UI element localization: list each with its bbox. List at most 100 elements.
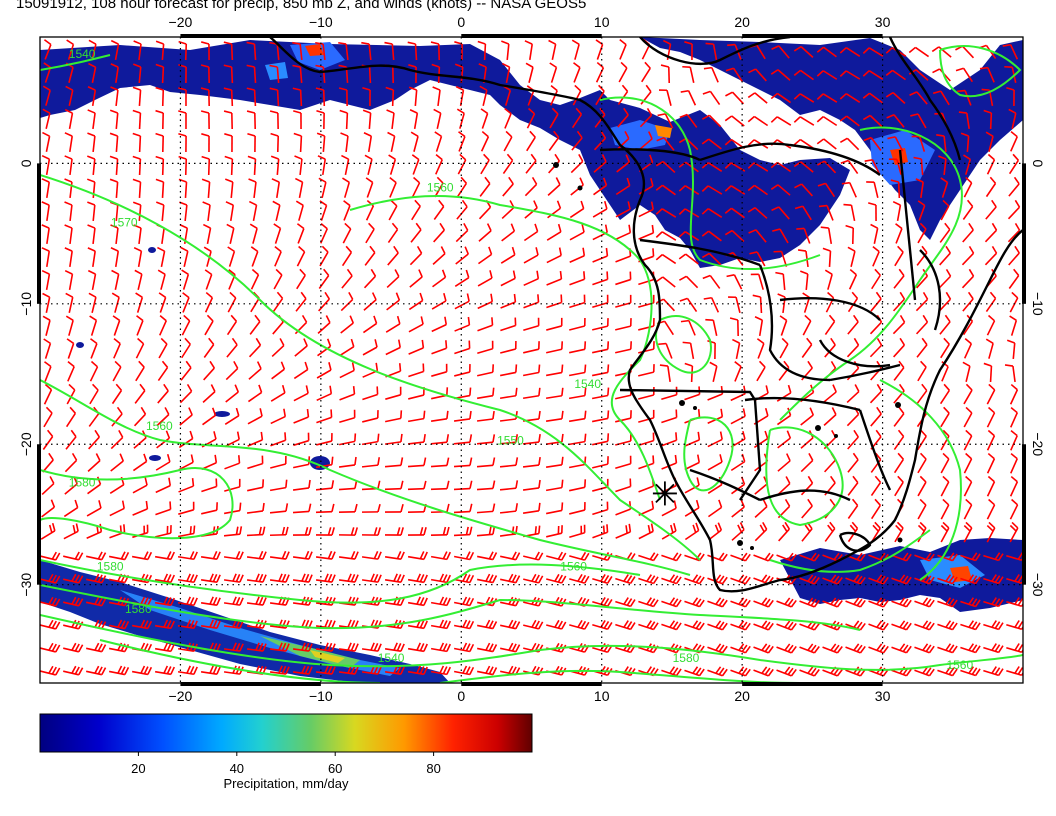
wind-barb bbox=[1007, 199, 1021, 220]
wind-barb bbox=[862, 114, 883, 128]
wind-barb bbox=[592, 524, 609, 539]
wind-barb bbox=[909, 91, 928, 105]
wind-barb bbox=[522, 525, 541, 538]
wind-barb bbox=[454, 293, 470, 310]
islands bbox=[553, 162, 903, 550]
wind-barb bbox=[457, 153, 467, 175]
wind-barb bbox=[615, 410, 632, 423]
wind-barb bbox=[892, 314, 906, 335]
wind-barb bbox=[407, 551, 428, 561]
wind-barb bbox=[1010, 130, 1018, 152]
wind-barb bbox=[592, 456, 609, 469]
wind-barb bbox=[615, 432, 632, 446]
wind-barb bbox=[431, 293, 447, 310]
wind-barb bbox=[638, 201, 654, 218]
marker-stroke bbox=[655, 483, 675, 504]
wind-barb bbox=[568, 364, 587, 377]
wind-barb bbox=[839, 70, 861, 80]
wind-barb bbox=[940, 199, 950, 221]
wind-barb bbox=[499, 410, 518, 422]
wind-barb bbox=[684, 362, 694, 383]
wind-barb bbox=[269, 550, 290, 560]
wind-barb bbox=[817, 160, 837, 174]
wind-barb bbox=[296, 223, 305, 244]
wind-barb bbox=[135, 360, 145, 382]
wind-barb bbox=[432, 246, 446, 265]
wind-barb bbox=[315, 619, 336, 629]
wind-barb bbox=[866, 181, 879, 198]
wind-barb bbox=[619, 39, 627, 60]
wind-barb bbox=[110, 247, 120, 268]
wind-barb bbox=[569, 551, 590, 561]
wind-barb bbox=[384, 480, 404, 491]
wind-barb bbox=[750, 273, 764, 290]
wind-barb bbox=[132, 155, 142, 176]
wind-barb bbox=[707, 454, 723, 471]
wind-barb bbox=[223, 526, 243, 537]
wind-barb bbox=[752, 294, 763, 314]
wind-barb bbox=[793, 93, 815, 103]
wind-barb bbox=[157, 383, 169, 404]
wind-barb bbox=[87, 224, 96, 245]
wind-barb bbox=[63, 523, 79, 540]
wind-barb bbox=[569, 573, 590, 584]
wind-barb bbox=[615, 620, 636, 631]
wind-barb bbox=[749, 251, 766, 267]
wind-barb bbox=[42, 85, 51, 106]
wind-barb bbox=[1008, 153, 1020, 175]
wind-barb bbox=[986, 429, 996, 451]
wind-barb bbox=[724, 207, 745, 219]
wind-barb bbox=[40, 665, 61, 676]
wind-barb bbox=[843, 203, 856, 222]
lon-tick-label-bottom: −20 bbox=[169, 688, 193, 704]
wind-barb bbox=[269, 87, 280, 107]
wind-barb bbox=[155, 155, 165, 176]
wind-barb bbox=[86, 500, 102, 517]
wind-barb bbox=[615, 177, 631, 196]
wind-barb bbox=[247, 132, 256, 153]
wind-barb bbox=[292, 527, 312, 536]
wind-barb bbox=[659, 364, 671, 383]
wind-barb bbox=[90, 338, 98, 359]
wind-barb bbox=[63, 596, 84, 607]
colorbar-tick-label: 20 bbox=[131, 761, 145, 776]
wind-barb bbox=[545, 479, 564, 492]
lat-tick-label-left: −30 bbox=[18, 573, 34, 597]
wind-barb bbox=[109, 500, 125, 517]
wind-barb bbox=[178, 478, 195, 493]
wind-barb bbox=[770, 69, 791, 81]
wind-barb bbox=[295, 291, 307, 312]
wind-barb bbox=[407, 573, 428, 584]
wind-barb bbox=[384, 41, 395, 61]
coastlines-and-borders bbox=[269, 37, 1023, 593]
wind-barb bbox=[64, 132, 73, 153]
frame-tick-bar bbox=[742, 682, 883, 686]
wind-barb bbox=[43, 338, 52, 359]
wind-barb bbox=[202, 201, 211, 222]
wind-barb bbox=[430, 41, 441, 61]
wind-barb bbox=[938, 155, 947, 176]
wind-barb bbox=[771, 206, 790, 220]
wind-barb bbox=[1010, 429, 1018, 451]
wind-barb bbox=[158, 292, 167, 313]
lat-tick-label-right: 0 bbox=[1030, 159, 1046, 167]
wind-barb bbox=[338, 596, 359, 606]
wind-barb bbox=[178, 110, 187, 130]
wind-barb bbox=[770, 161, 792, 173]
wind-barb bbox=[155, 86, 165, 107]
wind-barb bbox=[88, 292, 97, 313]
wind-barb bbox=[868, 574, 889, 585]
wind-barb bbox=[986, 452, 996, 474]
wind-barb bbox=[939, 314, 951, 335]
wind-barb bbox=[822, 574, 843, 585]
wind-barb bbox=[915, 314, 929, 335]
wind-barb bbox=[915, 291, 929, 312]
wind-barb bbox=[454, 364, 471, 377]
wind-barb bbox=[522, 502, 541, 514]
wind-barb bbox=[870, 498, 882, 520]
wind-barb bbox=[868, 202, 877, 222]
wind-barb bbox=[638, 341, 655, 354]
wind-barb bbox=[986, 314, 996, 336]
wind-barb bbox=[293, 110, 302, 130]
wind-barb bbox=[571, 130, 583, 151]
